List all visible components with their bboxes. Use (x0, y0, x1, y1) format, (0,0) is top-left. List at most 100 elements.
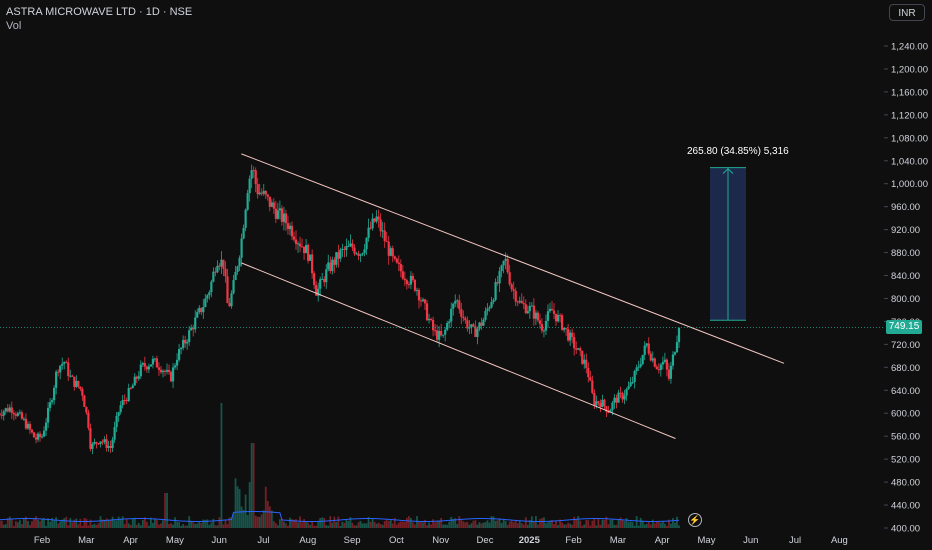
candle-body (238, 257, 241, 267)
volume-bar (668, 519, 670, 528)
volume-bar (472, 520, 475, 528)
candle-body (95, 442, 98, 444)
volume-bar (627, 521, 630, 528)
volume-bar (33, 518, 35, 528)
volume-bar (258, 516, 261, 528)
candle-body (4, 408, 7, 412)
candle-body (615, 397, 618, 403)
candle-body (67, 362, 70, 377)
volume-bar (156, 520, 158, 528)
volume-bar (75, 518, 78, 528)
volume-bar (407, 516, 410, 528)
volume-bar (619, 517, 622, 528)
candle-body (494, 282, 497, 300)
candle-body (135, 376, 138, 379)
volume-bar (230, 517, 233, 528)
volume-bar (496, 520, 499, 528)
volume-bar (166, 493, 168, 528)
volume-bar (657, 520, 660, 528)
volume-bar (158, 524, 160, 528)
lightning-icon[interactable]: ⚡ (688, 513, 702, 527)
candle-body (629, 382, 632, 387)
channel-lower-line[interactable] (241, 262, 676, 439)
volume-bar (532, 521, 535, 528)
volume-bar (238, 489, 241, 528)
y-tick-label: 1,040.00 (891, 156, 928, 167)
candle-body (81, 388, 84, 396)
candle-body (6, 408, 9, 412)
volume-bar (520, 523, 523, 528)
candle-body (609, 409, 612, 413)
candle-body (40, 436, 44, 438)
volume-bar (49, 521, 52, 528)
volume-bar (274, 523, 277, 528)
candle-body (321, 278, 324, 280)
volume-bar (456, 523, 459, 528)
candle-body (665, 359, 668, 370)
volume-bar (575, 518, 578, 528)
candle-body (663, 359, 666, 362)
candle-body (452, 303, 455, 309)
candle-body (399, 263, 402, 272)
candle-body (288, 225, 292, 230)
candle-body (212, 271, 215, 282)
candle-body (532, 305, 535, 319)
candle-body (421, 299, 425, 301)
candle-body (675, 342, 679, 353)
volume-bar (349, 517, 352, 528)
volume-bar (141, 519, 144, 528)
candle-body (591, 380, 594, 393)
volume-bar (549, 520, 551, 528)
x-tick-label: May (698, 535, 716, 546)
candle-body (373, 218, 376, 222)
volume-bar (4, 524, 7, 528)
candle-body (351, 243, 354, 248)
volume-bar (264, 486, 267, 528)
volume-bar (405, 517, 408, 528)
volume-bar (385, 519, 388, 528)
x-tick-label: Apr (123, 535, 138, 546)
candle-body (182, 339, 185, 348)
volume-bar (536, 524, 539, 528)
candle-body (619, 392, 622, 394)
symbol-title[interactable]: ASTRA MICROWAVE LTD · 1D · NSE (6, 6, 193, 18)
volume-bar (480, 523, 483, 528)
volume-bar (325, 525, 328, 528)
candle-body (167, 370, 171, 373)
volume-label[interactable]: Vol (6, 20, 22, 32)
candle-body (230, 293, 233, 307)
volume-bar (242, 510, 245, 528)
channel-upper-line[interactable] (241, 153, 785, 364)
candle-body (661, 361, 664, 365)
x-tick-label: Oct (389, 535, 404, 546)
volume-bar (65, 516, 68, 528)
x-tick-label: Aug (299, 535, 316, 546)
candle-body (327, 262, 330, 270)
volume-bar (27, 521, 29, 528)
currency-button[interactable]: INR (889, 4, 925, 21)
candle-body (325, 269, 328, 283)
candle-body (131, 385, 134, 389)
volume-bar (412, 522, 414, 528)
volume-bar (428, 522, 430, 528)
volume-bar (504, 521, 507, 528)
candle-body (292, 236, 296, 240)
volume-bar (561, 522, 563, 528)
volume-bar (121, 516, 124, 528)
candle-body (137, 376, 140, 379)
volume-bar (101, 519, 104, 528)
volume-bar (162, 520, 164, 528)
candle-body (117, 412, 120, 416)
candle-body (460, 309, 463, 317)
candle-body (641, 354, 644, 365)
candle-body (431, 319, 435, 331)
candle-body (260, 192, 263, 194)
volume-bar (516, 523, 519, 528)
candle-body (637, 366, 640, 368)
candle-body (524, 304, 527, 314)
candle-body (202, 306, 205, 313)
volume-bar (393, 517, 396, 528)
candle-body (349, 243, 352, 247)
x-tick-label: Feb (34, 535, 50, 546)
